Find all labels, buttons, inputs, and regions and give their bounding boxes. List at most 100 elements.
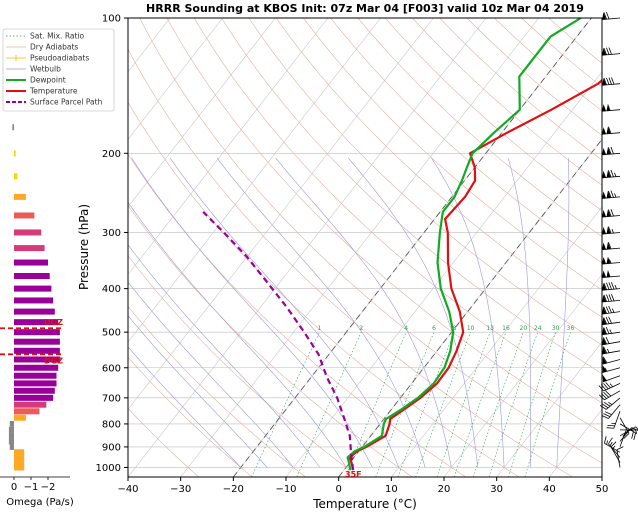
pseudoadiabat [128,346,242,468]
wind-barb [602,169,621,179]
barb-full [608,126,612,134]
barb-shaft [602,215,621,218]
y-tick-label: 300 [102,228,121,239]
mixing-ratio-line [397,332,455,477]
x-tick-label: 30 [490,484,503,495]
barb-half [606,348,610,353]
mixing-ratio-label: 6 [432,325,436,332]
barb-shaft [613,411,621,429]
barb-full [603,337,608,345]
legend-item: Sat. Mix. Ratio [30,32,84,41]
omega-bar [14,380,57,387]
barb-pennant [602,226,607,235]
barb-pennant [602,306,607,315]
dry-adiabat [128,255,360,477]
omega-panel: 0 −1 −2 DGZ DGZ [0,58,70,493]
barb-full [605,316,610,324]
x-tick-label: −40 [117,484,138,495]
wind-barb [598,390,621,401]
omega-bar [14,245,45,252]
barb-half [635,429,638,435]
dgz-label: DGZ [44,318,63,327]
isotherm [128,18,381,343]
omega-bar [9,420,14,427]
mixing-ratio-line [453,332,507,477]
omega-bar [14,408,40,415]
barb-pennant [602,270,607,278]
barb-full [605,336,610,344]
barb-shaft [602,196,621,199]
omega-tick-label: 0 [11,482,17,493]
omega-bar [14,193,26,200]
omega-bar [14,229,42,236]
isotherm [128,18,223,140]
barb-full [608,241,612,250]
wind-barb [602,305,621,315]
isotherm [128,18,434,410]
mixing-ratio-label: 16 [502,325,510,332]
pseudoadiabat [169,157,400,468]
mixing-ratio-line [415,332,471,477]
barb-pennant [602,365,607,373]
wind-barb [602,226,621,235]
dry-adiabat [494,18,602,112]
mixing-ratio-label: 13 [486,325,494,332]
pseudoadiabat [348,157,479,468]
x-tick-label: 40 [543,484,556,495]
x-tick-label: 0 [335,484,341,495]
wind-barb [610,441,621,463]
barb-shaft [610,446,621,463]
x-tick-label: 50 [596,484,609,495]
barb-half [609,383,614,388]
wind-barb [602,146,621,156]
wind-barb [602,346,621,355]
barb-full [635,426,638,433]
barb-full [603,282,607,290]
barb-pennant [606,126,611,134]
wind-barb [602,209,621,218]
series-layer [202,18,602,471]
barb-full [608,294,612,302]
barb-full [608,282,612,290]
wind-barb [602,241,621,251]
barb-shaft [605,397,621,410]
mixing-ratio-label: 10 [467,325,475,332]
barb-full [605,326,610,334]
y-tick-label: 800 [102,419,121,430]
barb-full [598,385,604,392]
x-axis-ticks: −40 −30 −20 −10 0 10 20 30 40 50 [117,477,608,495]
barb-pennant [602,294,607,302]
barb-shaft [602,359,621,365]
series-dewpoint [346,18,582,471]
wind-barb [602,77,621,86]
barb-half [611,422,616,424]
legend-item: Wetbulb [30,65,61,74]
barb-half [606,440,608,445]
omega-bar [8,432,14,439]
omega-tick-label: −2 [41,482,56,493]
isotherm [128,18,276,208]
omega-bar [14,372,57,379]
barb-shaft [603,383,621,392]
pseudoadiabat [507,158,531,468]
barb-pennant [602,317,607,325]
isotherm [391,206,602,477]
pseudoadiabat [128,244,321,468]
y-tick-label: 600 [102,363,121,374]
barb-full [607,424,615,427]
barb-shaft [602,321,621,326]
barb-full [610,441,617,448]
omega-bar [14,212,35,219]
barb-full [603,346,608,354]
barb-full [602,356,608,364]
wind-barb [616,446,624,468]
barb-shaft [602,367,621,373]
barb-pennant [602,147,607,155]
omega-bar [14,387,55,394]
barb-pennant [606,270,611,278]
barb-full [608,190,612,198]
x-tick-label: −30 [170,484,191,495]
omega-bar [14,150,16,157]
omega-bar [14,173,18,180]
omega-tick-label: −1 [24,482,39,493]
